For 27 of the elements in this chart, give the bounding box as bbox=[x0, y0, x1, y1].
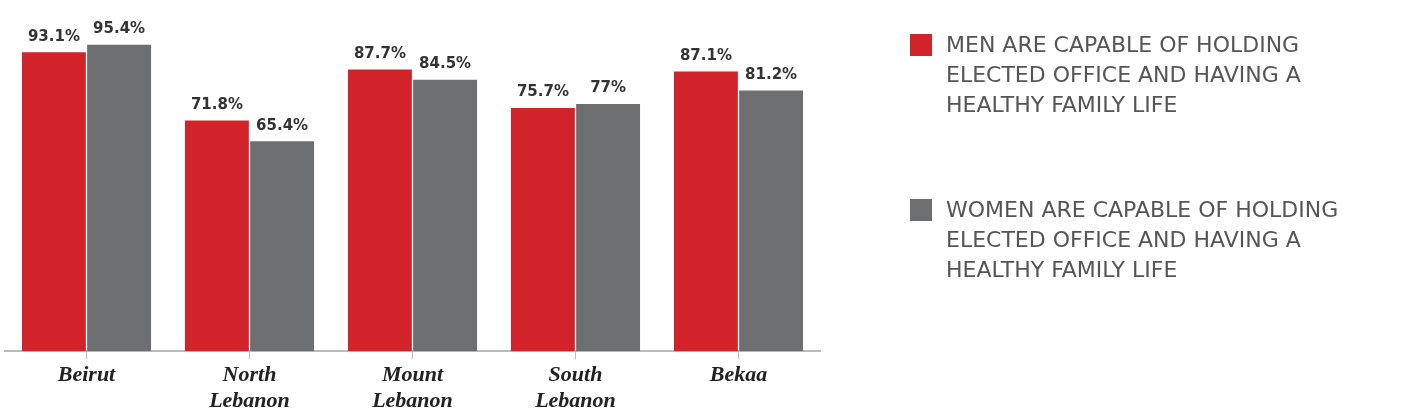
data-label: 84.5% bbox=[419, 54, 472, 73]
data-label: 87.1% bbox=[679, 45, 732, 64]
data-label: 93.1% bbox=[27, 26, 80, 45]
bar bbox=[673, 71, 738, 352]
bar bbox=[347, 69, 412, 352]
data-label: 77% bbox=[590, 78, 627, 97]
x-tick-label: Beirut bbox=[56, 361, 117, 387]
bar bbox=[510, 108, 575, 352]
bar bbox=[184, 120, 249, 352]
data-label: 65.4% bbox=[256, 115, 309, 134]
bar bbox=[21, 52, 86, 352]
data-label: 71.8% bbox=[190, 94, 243, 113]
bar bbox=[576, 103, 641, 352]
data-label: 87.7% bbox=[353, 43, 406, 62]
bar bbox=[413, 79, 478, 352]
x-tick-label: Mount Lebanon bbox=[371, 361, 453, 413]
data-label: 81.2% bbox=[745, 64, 798, 83]
data-label: 95.4% bbox=[93, 19, 146, 38]
x-tick-label: South Lebanon bbox=[534, 361, 616, 413]
bar bbox=[87, 44, 152, 352]
legend-label: MEN ARE CAPABLE OF HOLDING ELECTED OFFICE AND HAVING A HEALTHY FAMILY LIFE bbox=[946, 31, 1302, 119]
legend-label: WOMEN ARE CAPABLE OF HOLDING ELECTED OFFICE AND HAVING A HEALTHY FAMILY LIFE bbox=[946, 196, 1340, 284]
x-tick-label: Bekaa bbox=[708, 361, 768, 387]
x-tick-label: North Lebanon bbox=[208, 361, 290, 413]
bar bbox=[739, 90, 804, 352]
data-label: 75.7% bbox=[516, 82, 569, 101]
bar bbox=[250, 141, 315, 352]
